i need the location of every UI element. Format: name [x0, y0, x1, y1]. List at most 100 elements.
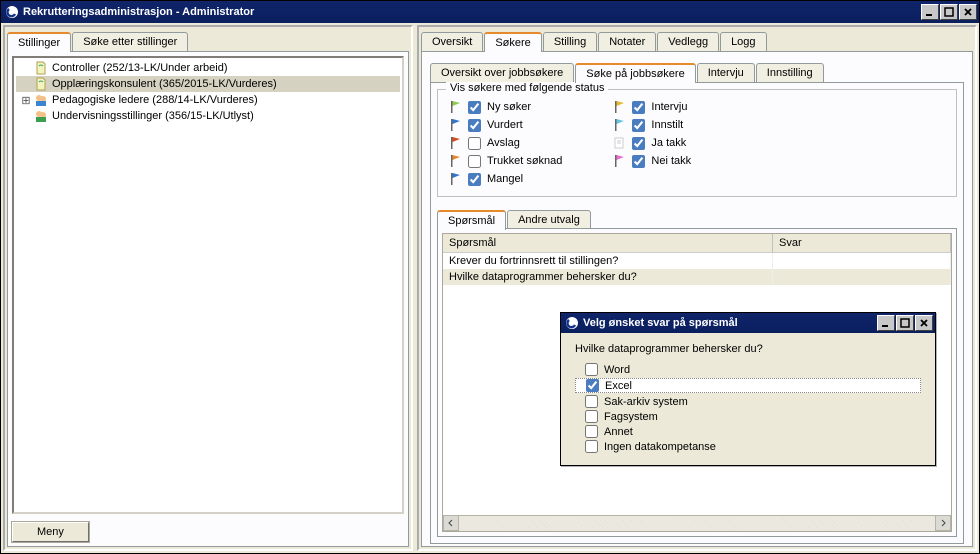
dialog-option[interactable]: Word	[575, 363, 921, 376]
status-checkbox-intervju[interactable]	[632, 101, 645, 114]
status-legend: Vis søkere med følgende status	[446, 82, 608, 94]
dialog-question: Hvilke dataprogrammer behersker du?	[575, 343, 921, 355]
job-tree[interactable]: Controller (252/13-LK/Under arbeid) Oppl…	[12, 56, 404, 514]
innertab-andre[interactable]: Andre utvalg	[507, 210, 591, 229]
status-checkbox-mangel[interactable]	[468, 173, 481, 186]
dialog-close-button[interactable]	[915, 315, 933, 331]
flag-icon	[448, 136, 462, 150]
tab-soke-etter[interactable]: Søke etter stillinger	[72, 32, 188, 51]
close-button[interactable]	[959, 4, 977, 20]
dialog-option-label: Fagsystem	[604, 411, 658, 423]
dialog-option[interactable]: Fagsystem	[575, 410, 921, 423]
dialog-option-label: Annet	[604, 426, 633, 438]
scroll-right-button[interactable]	[935, 515, 951, 531]
flag-icon	[612, 118, 626, 132]
tab-stilling[interactable]: Stilling	[543, 32, 597, 51]
tree-item-opplaering[interactable]: Opplæringskonsulent (365/2015-LK/Vurdere…	[16, 76, 400, 92]
dialog-option-label: Ingen datakompetanse	[604, 441, 716, 453]
status-row-avslag: Avslag	[448, 136, 562, 150]
right-tabs: Oversikt Søkere Stilling Notater Vedlegg…	[419, 27, 975, 51]
status-row-vurdert: Vurdert	[448, 118, 562, 132]
status-label: Innstilt	[651, 119, 683, 131]
flag-icon	[448, 154, 462, 168]
minimize-button[interactable]	[921, 4, 939, 20]
status-checkbox-avslag[interactable]	[468, 137, 481, 150]
left-tabs: Stillinger Søke etter stillinger	[5, 27, 411, 51]
tab-stillinger[interactable]: Stillinger	[7, 32, 71, 52]
dialog-maximize-button[interactable]	[896, 315, 914, 331]
tab-oversikt[interactable]: Oversikt	[421, 32, 483, 51]
dialog-option-checkbox[interactable]	[585, 425, 598, 438]
scrollbar[interactable]	[459, 515, 935, 531]
col-header-question[interactable]: Spørsmål	[443, 234, 773, 252]
tree-item-label: Undervisningsstillinger (356/15-LK/Utlys…	[52, 110, 254, 122]
flag-icon	[448, 118, 462, 132]
tab-logg[interactable]: Logg	[720, 32, 766, 51]
status-checkbox-ny[interactable]	[468, 101, 481, 114]
tree-item-label: Controller (252/13-LK/Under arbeid)	[52, 62, 227, 74]
status-row-intervju: Intervju	[612, 100, 691, 114]
status-group: Vis søkere med følgende status Ny søkerV…	[437, 89, 957, 197]
table-row[interactable]: Hvilke dataprogrammer behersker du?	[443, 269, 951, 285]
subtab-intervju[interactable]: Intervju	[697, 63, 755, 82]
dialog-option-label: Excel	[605, 380, 632, 392]
table-row[interactable]: Krever du fortrinnsrett til stillingen?	[443, 253, 951, 269]
cell-question: Krever du fortrinnsrett til stillingen?	[443, 253, 773, 269]
dialog-option[interactable]: Sak-arkiv system	[575, 395, 921, 408]
flag-icon	[612, 136, 626, 150]
status-checkbox-innstilt[interactable]	[632, 119, 645, 132]
meny-button[interactable]: Meny	[12, 522, 89, 542]
document-icon	[34, 77, 48, 91]
dialog-option-checkbox[interactable]	[585, 363, 598, 376]
subtab-soke-jobb[interactable]: Søke på jobbsøkere	[575, 63, 695, 83]
tree-item-label: Opplæringskonsulent (365/2015-LK/Vurdere…	[52, 78, 277, 90]
dialog-option[interactable]: Annet	[575, 425, 921, 438]
dialog-option-label: Word	[604, 364, 630, 376]
dialog-option-checkbox[interactable]	[585, 440, 598, 453]
flag-icon	[448, 100, 462, 114]
status-checkbox-jatakk[interactable]	[632, 137, 645, 150]
titlebar[interactable]: Rekrutteringsadministrasjon - Administra…	[1, 1, 979, 23]
status-label: Ja takk	[651, 137, 686, 149]
maximize-button[interactable]	[940, 4, 958, 20]
app-icon	[5, 5, 19, 19]
dialog-option[interactable]: Ingen datakompetanse	[575, 440, 921, 453]
status-checkbox-neitakk[interactable]	[632, 155, 645, 168]
app-icon	[565, 316, 579, 330]
dialog-option[interactable]: Excel	[575, 378, 921, 393]
dialog-option-checkbox[interactable]	[585, 410, 598, 423]
left-panel: Stillinger Søke etter stillinger Control…	[3, 25, 413, 551]
window-title: Rekrutteringsadministrasjon - Administra…	[23, 6, 921, 18]
tree-item-controller[interactable]: Controller (252/13-LK/Under arbeid)	[16, 60, 400, 76]
tree-item-undervisning[interactable]: Undervisningsstillinger (356/15-LK/Utlys…	[16, 108, 400, 124]
answer-dialog[interactable]: Velg ønsket svar på spørsmål Hvilke data…	[560, 312, 936, 466]
cell-question: Hvilke dataprogrammer behersker du?	[443, 269, 773, 285]
status-row-jatakk: Ja takk	[612, 136, 691, 150]
dialog-minimize-button[interactable]	[877, 315, 895, 331]
tree-item-pedagogiske[interactable]: ⊞ Pedagogiske ledere (288/14-LK/Vurderes…	[16, 92, 400, 108]
subtab-oversikt-jobb[interactable]: Oversikt over jobbsøkere	[430, 63, 574, 82]
expand-icon[interactable]: ⊞	[20, 94, 32, 107]
tab-vedlegg[interactable]: Vedlegg	[657, 32, 719, 51]
users-icon	[34, 109, 48, 123]
status-label: Mangel	[487, 173, 523, 185]
dialog-option-checkbox[interactable]	[586, 379, 599, 392]
status-row-ny: Ny søker	[448, 100, 562, 114]
subtab-innstilling[interactable]: Innstilling	[756, 63, 824, 82]
dialog-title: Velg ønsket svar på spørsmål	[583, 317, 877, 329]
dialog-option-checkbox[interactable]	[585, 395, 598, 408]
scroll-left-button[interactable]	[443, 515, 459, 531]
tab-sokere[interactable]: Søkere	[484, 32, 541, 52]
right-panel: Oversikt Søkere Stilling Notater Vedlegg…	[417, 25, 977, 551]
tab-notater[interactable]: Notater	[598, 32, 656, 51]
col-header-answer[interactable]: Svar	[773, 234, 951, 252]
tree-item-label: Pedagogiske ledere (288/14-LK/Vurderes)	[52, 94, 258, 106]
cell-answer	[773, 253, 951, 269]
inner-tabs: Spørsmål Andre utvalg	[437, 207, 957, 229]
status-checkbox-trukket[interactable]	[468, 155, 481, 168]
status-label: Vurdert	[487, 119, 523, 131]
flag-icon	[612, 100, 626, 114]
innertab-sporsmal[interactable]: Spørsmål	[437, 210, 506, 230]
status-checkbox-vurdert[interactable]	[468, 119, 481, 132]
users-icon	[34, 93, 48, 107]
